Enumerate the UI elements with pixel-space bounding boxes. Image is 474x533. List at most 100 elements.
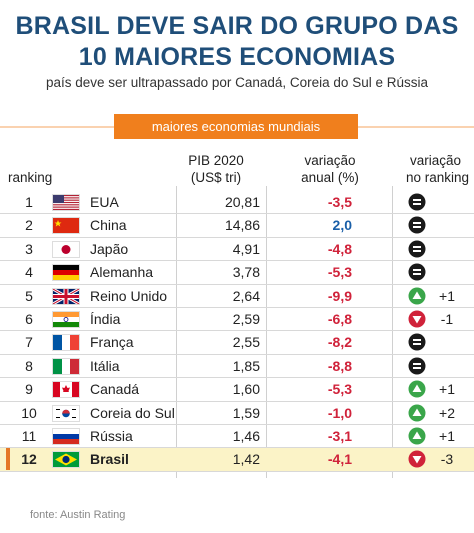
change-cell: -5,3 (327, 381, 352, 398)
country-cell: Japão (90, 240, 129, 257)
rank-cell: 1 (25, 194, 33, 210)
change-cell: -8,2 (327, 334, 352, 351)
country-cell: Reino Unido (90, 287, 168, 304)
japan-flag-icon (52, 240, 80, 258)
header-change: variação anual (%) (290, 152, 370, 186)
ranking-table: 1 EUA 20,81 -3,5 2 China 14,86 2,0 3 Japão 4,91 -4,… (0, 191, 474, 472)
gdp-cell: 1,60 (232, 381, 260, 398)
header-rank-change: variação no ranking (400, 152, 474, 186)
equal-icon (408, 240, 426, 258)
change-cell: -6,8 (327, 310, 352, 327)
country-cell: China (90, 217, 127, 234)
subtitle: país deve ser ultrapassado por Canadá, C… (46, 75, 428, 90)
banner-label: maiores economias mundiais (114, 114, 358, 139)
usa-flag-icon (52, 194, 80, 211)
rank-cell: 8 (25, 357, 33, 374)
country-cell: Rússia (90, 427, 133, 444)
change-cell: -1,0 (327, 404, 352, 421)
column-divider-gdp (176, 186, 177, 478)
gdp-cell: 20,81 (224, 194, 260, 210)
brazil-flag-icon (52, 451, 80, 469)
table-row: 5 Reino Unido 2,64 -9,9 +1 (0, 285, 474, 308)
table-row: 6 Índia 2,59 -6,8 -1 (0, 308, 474, 332)
gdp-cell: 2,59 (232, 310, 260, 327)
change-cell: -9,9 (327, 287, 352, 304)
gdp-cell: 1,42 (232, 451, 260, 468)
rank-cell: 6 (25, 310, 33, 327)
country-cell: Coreia do Sul (90, 404, 175, 421)
change-cell: -3,1 (327, 427, 352, 444)
rank-change-cell: +1 (439, 287, 455, 304)
up-arrow-icon (408, 404, 426, 422)
rank-cell: 3 (25, 240, 33, 257)
down-arrow-icon (408, 310, 426, 328)
india-flag-icon (52, 310, 80, 328)
table-row: 11 Rússia 1,46 -3,1 +1 (0, 425, 474, 449)
change-cell: -4,1 (327, 451, 352, 468)
header-rank-change-line2: no ranking (406, 170, 470, 185)
gdp-cell: 1,59 (232, 404, 260, 421)
change-cell: 2,0 (332, 217, 352, 234)
table-row: 4 Alemanha 3,78 -5,3 (0, 261, 474, 285)
change-cell: -8,8 (327, 357, 352, 374)
italy-flag-icon (52, 357, 80, 375)
highlight-marker (6, 448, 10, 471)
rank-cell: 12 (21, 451, 37, 468)
country-cell: Canadá (90, 381, 140, 398)
header-gdp-line2: (US$ tri) (190, 170, 242, 185)
table-row: 2 China 14,86 2,0 (0, 214, 474, 238)
russia-flag-icon (52, 427, 80, 445)
header-ranking: ranking (8, 170, 53, 185)
change-cell: -5,3 (327, 264, 352, 281)
country-cell: EUA (90, 194, 119, 210)
gdp-cell: 2,64 (232, 287, 260, 304)
down-arrow-icon (408, 450, 426, 468)
rank-cell: 5 (25, 287, 33, 304)
gdp-cell: 2,55 (232, 334, 260, 351)
rank-cell: 11 (21, 427, 37, 444)
column-divider-rank (392, 186, 393, 478)
gdp-cell: 1,85 (232, 357, 260, 374)
up-arrow-icon (408, 287, 426, 305)
rank-cell: 2 (25, 217, 33, 234)
title-line-1: BRASIL DEVE SAIR DO GRUPO DAS (15, 12, 459, 40)
change-cell: -3,5 (327, 194, 352, 210)
country-cell: Alemanha (90, 264, 154, 281)
china-flag-icon (52, 217, 80, 235)
header-gdp-line1: PIB 2020 (188, 153, 244, 168)
table-row: 12 Brasil 1,42 -4,1 -3 (0, 448, 474, 472)
table-row: 1 EUA 20,81 -3,5 (0, 191, 474, 215)
gdp-cell: 14,86 (224, 217, 260, 234)
rank-change-cell: -3 (440, 451, 454, 468)
header-rank-change-line1: variação (410, 153, 462, 168)
gdp-cell: 3,78 (232, 264, 260, 281)
rank-change-cell: +1 (439, 427, 455, 444)
header-gdp: PIB 2020 (US$ tri) (176, 152, 256, 186)
change-cell: -4,8 (327, 240, 352, 257)
equal-icon (408, 333, 426, 351)
source-note: fonte: Austin Rating (30, 509, 126, 521)
gdp-cell: 1,46 (232, 427, 260, 444)
header-change-line2: anual (%) (301, 170, 359, 185)
table-row: 9 Canadá 1,60 -5,3 +1 (0, 378, 474, 402)
south-korea-flag-icon (52, 404, 80, 422)
country-cell: França (90, 334, 134, 351)
rank-cell: 4 (25, 264, 33, 281)
germany-flag-icon (52, 264, 80, 282)
table-row: 8 Itália 1,85 -8,8 (0, 355, 474, 379)
equal-icon (408, 263, 426, 281)
header-change-line1: variação (304, 153, 356, 168)
rank-change-cell: +2 (439, 404, 455, 421)
country-cell: Índia (90, 310, 121, 327)
table-row: 7 França 2,55 -8,2 (0, 331, 474, 355)
canada-flag-icon (52, 381, 80, 399)
equal-icon (408, 216, 426, 234)
rank-change-cell: +1 (439, 381, 455, 398)
equal-icon (408, 357, 426, 375)
country-cell: Brasil (90, 451, 129, 468)
rank-change-cell: -1 (440, 310, 454, 327)
rank-cell: 10 (21, 404, 37, 421)
rank-cell: 9 (25, 381, 33, 398)
table-row: 10 Coreia do Sul 1,59 -1,0 +2 (0, 402, 474, 425)
equal-icon (408, 193, 426, 211)
